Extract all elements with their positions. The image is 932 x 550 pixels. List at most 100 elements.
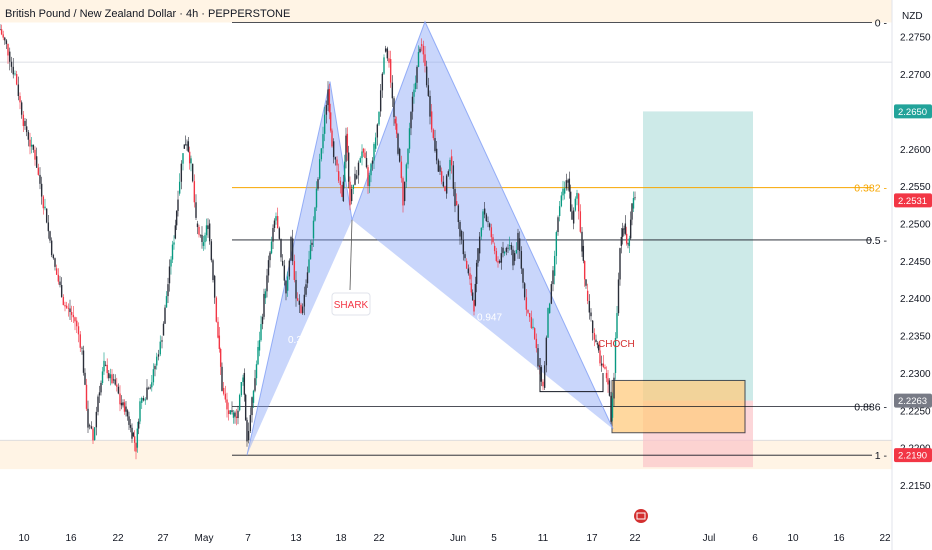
candle-body bbox=[173, 242, 175, 245]
candle-body bbox=[408, 128, 411, 149]
pattern-triangle-xab[interactable] bbox=[247, 81, 352, 456]
candle-body bbox=[116, 384, 118, 387]
candle-body bbox=[111, 374, 113, 384]
price-tag-label: 2.2650 bbox=[898, 107, 927, 118]
time-tick-label: 10 bbox=[18, 533, 30, 544]
candle-body bbox=[164, 307, 166, 324]
candle-body bbox=[109, 374, 112, 379]
candle-body bbox=[199, 234, 202, 236]
candle-body bbox=[507, 247, 509, 249]
candle-body bbox=[171, 244, 174, 260]
candle-body bbox=[132, 432, 135, 437]
candle-body bbox=[419, 48, 421, 53]
candle-body bbox=[602, 363, 605, 368]
drawings-layer[interactable]: CHOCH SHARK 0.3 0.947 bbox=[288, 219, 635, 393]
candle-body bbox=[381, 73, 384, 91]
time-tick-label: 22 bbox=[629, 533, 641, 544]
candle-body bbox=[283, 265, 286, 281]
candle-body bbox=[82, 350, 85, 373]
candle-body bbox=[370, 163, 372, 176]
candle-body bbox=[376, 124, 379, 138]
candle-body bbox=[222, 387, 225, 394]
candle-body bbox=[518, 238, 521, 252]
candle-body bbox=[49, 231, 51, 241]
candle-body bbox=[84, 372, 86, 385]
candle-body bbox=[378, 111, 380, 125]
candle-body bbox=[346, 133, 349, 153]
candle-body bbox=[634, 197, 636, 199]
choch-line[interactable] bbox=[539, 358, 604, 393]
candle-body bbox=[373, 143, 375, 161]
time-axis[interactable]: 10 16 22 27 May 7 13 18 22 Jun 5 11 17 22 Jul 6 10 16 22 bbox=[18, 509, 891, 544]
candle-body bbox=[119, 393, 121, 405]
candle-body bbox=[393, 98, 395, 118]
candle-body bbox=[605, 372, 608, 379]
candle-body bbox=[413, 89, 415, 97]
fib-level-label: 0 - bbox=[875, 17, 888, 29]
candle-body bbox=[498, 260, 501, 263]
price-axis-panel[interactable] bbox=[892, 0, 932, 550]
candle-body bbox=[405, 164, 408, 182]
candle-body bbox=[582, 245, 585, 261]
candle-body bbox=[165, 296, 168, 308]
candle-body bbox=[435, 148, 438, 161]
candle-body bbox=[301, 306, 304, 314]
candle-body bbox=[198, 227, 200, 235]
candle-body bbox=[395, 123, 398, 134]
shark-label-box[interactable] bbox=[331, 292, 371, 316]
candle-body bbox=[532, 326, 534, 328]
candle-body bbox=[331, 130, 333, 147]
chart-title: British Pound / New Zealand Dollar · 4h … bbox=[5, 8, 290, 20]
candle-body bbox=[251, 397, 253, 416]
economic-event-icon[interactable] bbox=[634, 509, 648, 523]
candle-body bbox=[623, 228, 625, 230]
take-profit-zone[interactable] bbox=[643, 111, 753, 401]
candle-body bbox=[305, 284, 307, 295]
candle-body bbox=[208, 223, 211, 242]
candle-body bbox=[67, 307, 70, 309]
candle-body bbox=[576, 192, 578, 199]
candle-body bbox=[290, 237, 292, 261]
candle-body bbox=[186, 144, 188, 146]
candle-body bbox=[455, 201, 458, 206]
fib-level-label: 0.5 - bbox=[866, 235, 888, 247]
candle-body bbox=[591, 320, 594, 334]
candle-body bbox=[614, 337, 617, 373]
shark-pointer bbox=[349, 219, 353, 291]
price-tag-last bbox=[894, 193, 932, 208]
candle-body bbox=[128, 416, 130, 425]
candle-body bbox=[129, 424, 132, 428]
candle-body bbox=[311, 242, 313, 245]
candle-body bbox=[460, 230, 463, 240]
candle-body bbox=[480, 227, 483, 237]
time-tick-label: 6 bbox=[752, 533, 758, 544]
candle-body bbox=[422, 45, 425, 55]
candle-body bbox=[437, 160, 440, 172]
candle-body bbox=[427, 85, 430, 96]
time-tick-label: 22 bbox=[373, 533, 385, 544]
candle-body bbox=[449, 159, 451, 172]
candle-body bbox=[488, 223, 491, 228]
candle-body bbox=[502, 247, 504, 254]
candle-body bbox=[424, 54, 426, 66]
candle-body bbox=[174, 225, 177, 239]
candle-body bbox=[122, 402, 124, 406]
candle-body bbox=[195, 202, 197, 218]
candle-body bbox=[296, 298, 299, 301]
candle-body bbox=[452, 165, 455, 189]
candle-body bbox=[332, 141, 335, 158]
candle-body bbox=[191, 163, 194, 182]
candle-body bbox=[306, 272, 309, 284]
candle-body bbox=[175, 210, 178, 226]
price-tick-label: 2.2550 bbox=[900, 182, 931, 193]
candle-body bbox=[368, 175, 371, 187]
candle-body bbox=[237, 410, 239, 419]
candle-body bbox=[159, 341, 161, 355]
candle-body bbox=[327, 89, 329, 106]
candle-body bbox=[79, 334, 81, 348]
candle-body bbox=[12, 66, 14, 75]
candle-body bbox=[76, 320, 78, 327]
candle-body bbox=[616, 313, 618, 338]
candle-body bbox=[560, 195, 563, 207]
